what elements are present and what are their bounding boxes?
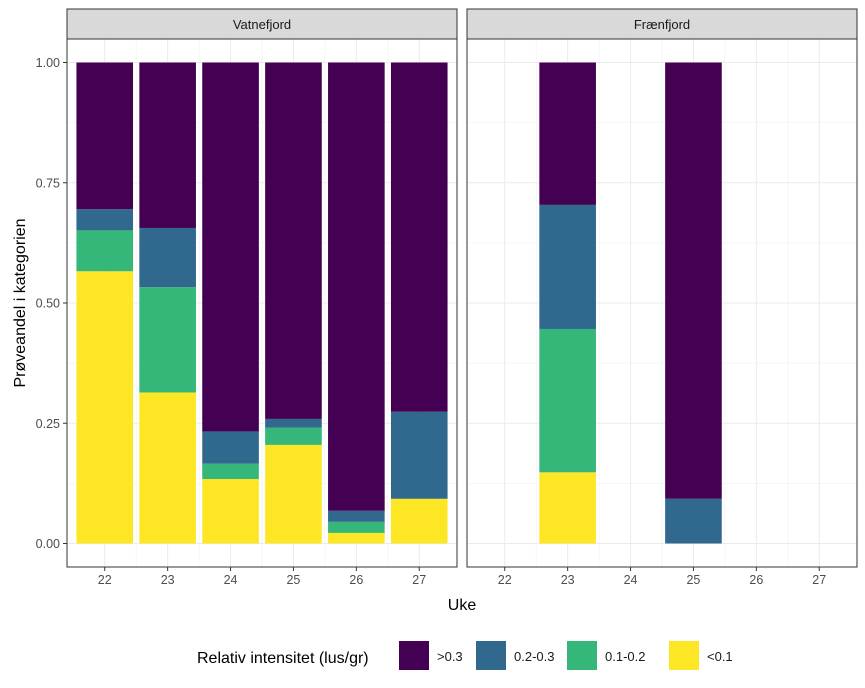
- x-tick-label: 26: [349, 573, 363, 587]
- legend-label: >0.3: [437, 649, 463, 664]
- y-tick-label: 0.00: [36, 537, 60, 551]
- bar-segment-23-0_1-0_2: [139, 287, 196, 393]
- y-tick-label: 0.75: [36, 176, 60, 190]
- y-tick-label: 0.50: [36, 297, 60, 311]
- bar-segment-24-gt0_3: [202, 62, 259, 432]
- facet-label: Vatnefjord: [233, 17, 291, 32]
- bar-segment-25-0_2-0_3: [265, 418, 322, 428]
- x-tick-label: 27: [812, 573, 826, 587]
- bar-segment-23-gt0_3: [139, 62, 196, 228]
- x-axis-title: Uke: [448, 597, 477, 614]
- x-tick-label: 23: [561, 573, 575, 587]
- legend-key: [476, 641, 506, 670]
- bar-segment-26-gt0_3: [328, 62, 385, 511]
- bar-segment-26-0_2-0_3: [328, 510, 385, 522]
- bar-segment-25-0_1-0_2: [265, 427, 322, 445]
- x-tick-label: 23: [161, 573, 175, 587]
- facet-panels: Vatnefjord 22 23 24 25 26 27 0.00 0.25 0.50 0.75 1.…: [36, 8, 858, 587]
- x-tick-label: 25: [286, 573, 300, 587]
- x-tick-label: 22: [98, 573, 112, 587]
- facet-label: Frænfjord: [634, 17, 690, 32]
- legend-label: <0.1: [707, 649, 733, 664]
- bar-segment-26-0_1-0_2: [328, 521, 385, 533]
- bar-segment-25-0_2-0_3: [665, 498, 722, 544]
- legend-label: 0.1-0.2: [605, 649, 645, 664]
- y-axis-title: Prøveandel i kategorien: [12, 219, 29, 388]
- x-tick-label: 24: [224, 573, 238, 587]
- bar-segment-23-lt0_1: [539, 472, 596, 544]
- x-tick-label: 22: [498, 573, 512, 587]
- y-tick-label: 1.00: [36, 56, 60, 70]
- legend: Relativ intensitet (lus/gr) >0.3 0.2-0.3 0…: [197, 641, 733, 670]
- legend-title: Relativ intensitet (lus/gr): [197, 650, 369, 667]
- x-tick-label: 26: [749, 573, 763, 587]
- bar-segment-27-lt0_1: [390, 498, 448, 544]
- bar-segment-23-0_2-0_3: [539, 204, 596, 329]
- bar-segment-22-0_1-0_2: [76, 230, 134, 272]
- bar-segment-23-0_1-0_2: [539, 328, 596, 473]
- x-tick-label: 25: [686, 573, 700, 587]
- bar-segment-27-gt0_3: [390, 62, 448, 412]
- legend-key: [669, 641, 699, 670]
- legend-key: [399, 641, 429, 670]
- bar-segment-23-lt0_1: [139, 392, 196, 544]
- bar-segment-24-0_1-0_2: [202, 463, 259, 480]
- bar-segment-22-lt0_1: [76, 271, 134, 544]
- bar-segment-24-0_2-0_3: [202, 431, 259, 464]
- y-tick-label: 0.25: [36, 417, 60, 431]
- x-tick-label: 24: [624, 573, 638, 587]
- bar-segment-26-lt0_1: [328, 532, 385, 544]
- panel-0: Vatnefjord 22 23 24 25 26 27 0.00 0.25 0.50 0.75 1.…: [36, 8, 458, 587]
- x-tick-label: 27: [412, 573, 426, 587]
- panel-1: Frænfjord 22 23 24 25 26 27: [466, 8, 858, 587]
- legend-key: [567, 641, 597, 670]
- bar-segment-23-gt0_3: [539, 62, 596, 205]
- bar-segment-23-0_2-0_3: [139, 227, 196, 288]
- bar-segment-27-0_2-0_3: [390, 411, 448, 499]
- bar-segment-22-gt0_3: [76, 62, 134, 210]
- bar-segment-25-gt0_3: [665, 62, 722, 499]
- facet-strip: [466, 8, 858, 40]
- legend-label: 0.2-0.3: [514, 649, 554, 664]
- bar-segment-25-gt0_3: [265, 62, 322, 419]
- panel-border: [466, 38, 858, 568]
- facet-strip: [66, 8, 458, 40]
- bar-segment-25-lt0_1: [265, 444, 322, 544]
- bar-segment-22-0_2-0_3: [76, 209, 134, 231]
- bar-segment-24-lt0_1: [202, 479, 259, 544]
